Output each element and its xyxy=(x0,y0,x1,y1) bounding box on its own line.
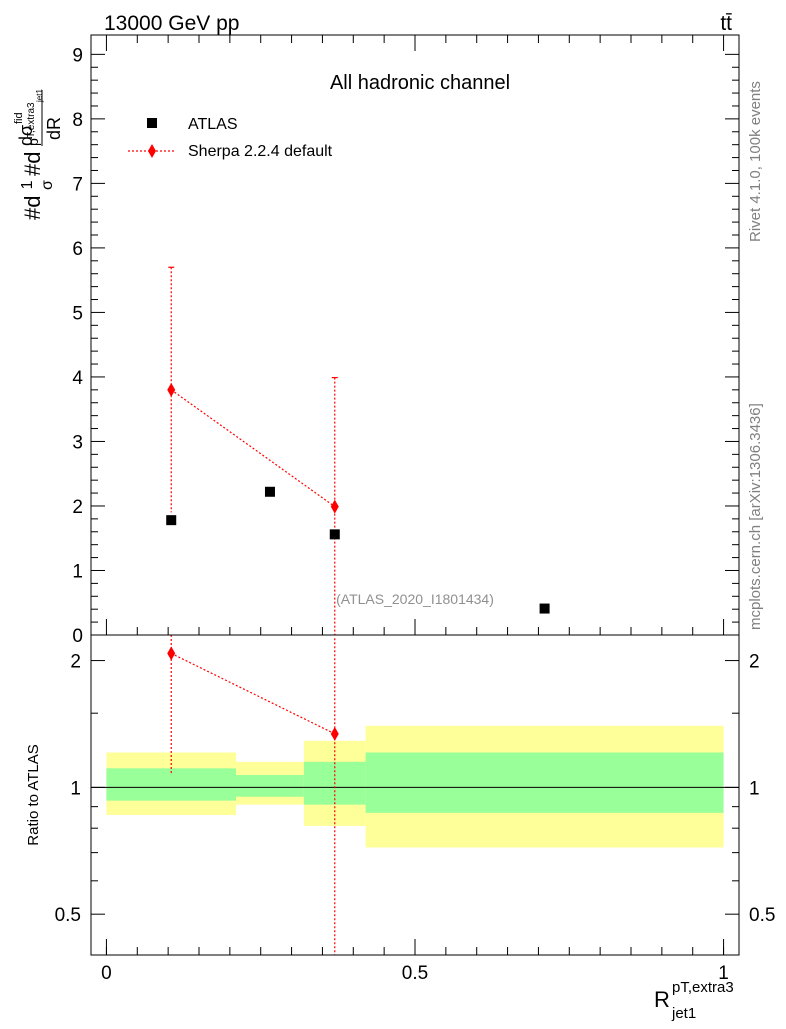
ratio-ytick-label-left: 0.5 xyxy=(55,905,81,926)
ylabel-p: p xyxy=(25,138,41,146)
ratio-band-inner xyxy=(365,752,724,813)
ratio-ytick-label-right: 0.5 xyxy=(749,905,775,926)
process-label: tt̄ xyxy=(720,12,732,35)
ratio-ytick-label-left: 2 xyxy=(70,652,81,673)
main-ytick-label: 1 xyxy=(72,561,83,582)
ratio-ylabel: Ratio to ATLAS xyxy=(25,744,42,845)
main-ytick-label: 4 xyxy=(72,368,83,389)
rivet-label: Rivet 4.1.0, 100k events xyxy=(747,81,764,242)
xaxis-label: R pT,extra3 jet1 xyxy=(654,979,734,1022)
main-ytick-label: 5 xyxy=(72,303,83,324)
ylabel-one: 1 xyxy=(19,180,36,189)
watermark: (ATLAS_2020_I1801434) xyxy=(336,591,494,607)
legend-label-sherpa: Sherpa 2.2.4 default xyxy=(188,143,333,160)
ratio-xtick-label: 0.5 xyxy=(402,963,428,984)
main-title: All hadronic channel xyxy=(330,72,510,94)
ratio-sherpa-line xyxy=(170,652,336,735)
legend-marker-atlas xyxy=(147,118,157,128)
main-ytick-label: 2 xyxy=(72,497,83,518)
ylabel-textra: T,extra3 xyxy=(26,102,37,138)
atlas-point xyxy=(329,529,340,540)
ratio-ytick-label-right: 2 xyxy=(749,652,760,673)
ylabel-sigma: σ xyxy=(39,180,56,190)
ratio-band-inner xyxy=(106,768,237,801)
ratio-sherpa-point xyxy=(167,646,176,661)
main-ytick-label: 0 xyxy=(72,626,83,647)
xlabel-sup: pT,extra3 xyxy=(672,979,734,996)
ratio-panel: 0.5 0.5 1 1 2 2 0 0.5 1 Ratio to ATLAS R pT,ext… xyxy=(25,634,775,1022)
ratio-xtick-label: 0 xyxy=(101,963,112,984)
main-ytick-label: 3 xyxy=(72,432,83,453)
sherpa-point xyxy=(167,382,176,397)
svg-text:#d 1: #d 1 xyxy=(19,180,45,220)
main-ytick-label: 6 xyxy=(72,239,83,260)
main-ylabel: #d 1 σ #d dσ fid p T,extra3 jet1 dR xyxy=(13,89,64,220)
atlas-point xyxy=(264,486,275,497)
ylabel-jet1: jet1 xyxy=(35,89,44,103)
legend-marker-sherpa xyxy=(148,144,156,158)
ratio-ytick-label-left: 1 xyxy=(70,778,81,799)
legend: ATLAS Sherpa 2.2.4 default xyxy=(128,116,333,160)
sherpa-point xyxy=(330,499,339,514)
legend-label-atlas: ATLAS xyxy=(188,116,238,133)
ratio-ytick-label-right: 1 xyxy=(749,778,760,799)
ratio-xtick-label: 1 xyxy=(718,963,729,984)
energy-label: 13000 GeV pp xyxy=(104,12,239,35)
atlas-point xyxy=(539,603,550,614)
xlabel-sub: jet1 xyxy=(671,1005,696,1022)
main-panel: 0 1 2 3 4 5 6 7 8 9 All hadronic channel (ATLAS_2… xyxy=(13,34,740,647)
ylabel-dr: dR xyxy=(44,117,64,140)
ylabel-dsigma: dσ xyxy=(16,125,36,146)
main-ytick-label: 9 xyxy=(72,45,83,66)
ylabel-fid: fid xyxy=(13,112,25,124)
sherpa-line xyxy=(170,389,336,508)
ratio-band-inner xyxy=(236,774,304,797)
mcplots-label: mcplots.cern.ch [arXiv:1306.3436] xyxy=(747,403,764,630)
ratio-sherpa-point xyxy=(330,726,339,741)
xlabel-base: R xyxy=(654,987,670,1012)
ylabel-d1: #d xyxy=(20,196,45,220)
main-ytick-label: 8 xyxy=(72,110,83,131)
atlas-point xyxy=(166,515,177,526)
ylabel-d2: #d xyxy=(20,152,45,176)
main-ytick-label: 7 xyxy=(72,174,83,195)
